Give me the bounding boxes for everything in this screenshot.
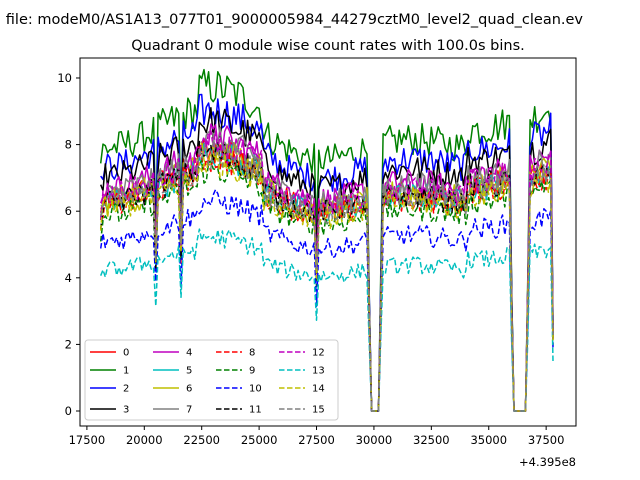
chart-title: Quadrant 0 module wise count rates with … [131,38,525,54]
legend-label-7: 7 [186,405,192,416]
plot-lines [99,68,554,412]
x-tick-label: 30000 [356,433,393,447]
y-tick-label: 4 [65,271,72,285]
x-tick-label: 20000 [126,433,163,447]
x-tick-label: 17500 [69,433,106,447]
series-line-15 [99,140,554,412]
x-tick-label: 32500 [413,433,450,447]
y-tick-label: 8 [65,138,72,152]
legend-label-12: 12 [312,348,325,359]
legend-label-10: 10 [249,384,262,395]
series-line-1 [99,68,554,412]
legend-label-9: 9 [249,366,255,377]
legend-label-14: 14 [312,384,325,395]
x-tick-label: 27500 [298,433,335,447]
x-axis-offset-label: +4.395e8 [519,455,576,469]
legend-label-0: 0 [123,348,129,359]
x-tick-label: 35000 [470,433,507,447]
legend-label-15: 15 [312,405,325,416]
legend-label-5: 5 [186,366,192,377]
legend-label-6: 6 [186,384,192,395]
legend-label-11: 11 [249,405,262,416]
y-axis-ticks: 0 2 4 6 8 10 [57,71,80,418]
y-tick-label: 2 [65,337,72,351]
legend-label-1: 1 [123,366,129,377]
series-line-13 [100,228,554,412]
legend-label-13: 13 [312,366,325,377]
legend-label-4: 4 [186,348,192,359]
legend-label-8: 8 [249,348,255,359]
legend-label-3: 3 [123,405,129,416]
suptitle: n file: modeM0/AS1A13_077T01_9000005984_… [0,12,583,28]
x-axis-ticks: 17500 20000 22500 25000 27500 30000 32500 35000… [69,426,565,447]
series-line-10 [99,188,554,412]
legend-frame [84,339,339,421]
x-tick-label: 22500 [183,433,220,447]
y-tick-label: 0 [65,404,72,418]
series-line-12 [99,130,554,412]
y-tick-label: 10 [57,71,72,85]
series-line-14 [99,148,554,412]
x-tick-label: 37500 [528,433,565,447]
plot-frame [79,57,577,427]
y-tick-label: 6 [65,204,72,218]
legend-label-2: 2 [123,384,129,395]
x-tick-label: 25000 [241,433,278,447]
